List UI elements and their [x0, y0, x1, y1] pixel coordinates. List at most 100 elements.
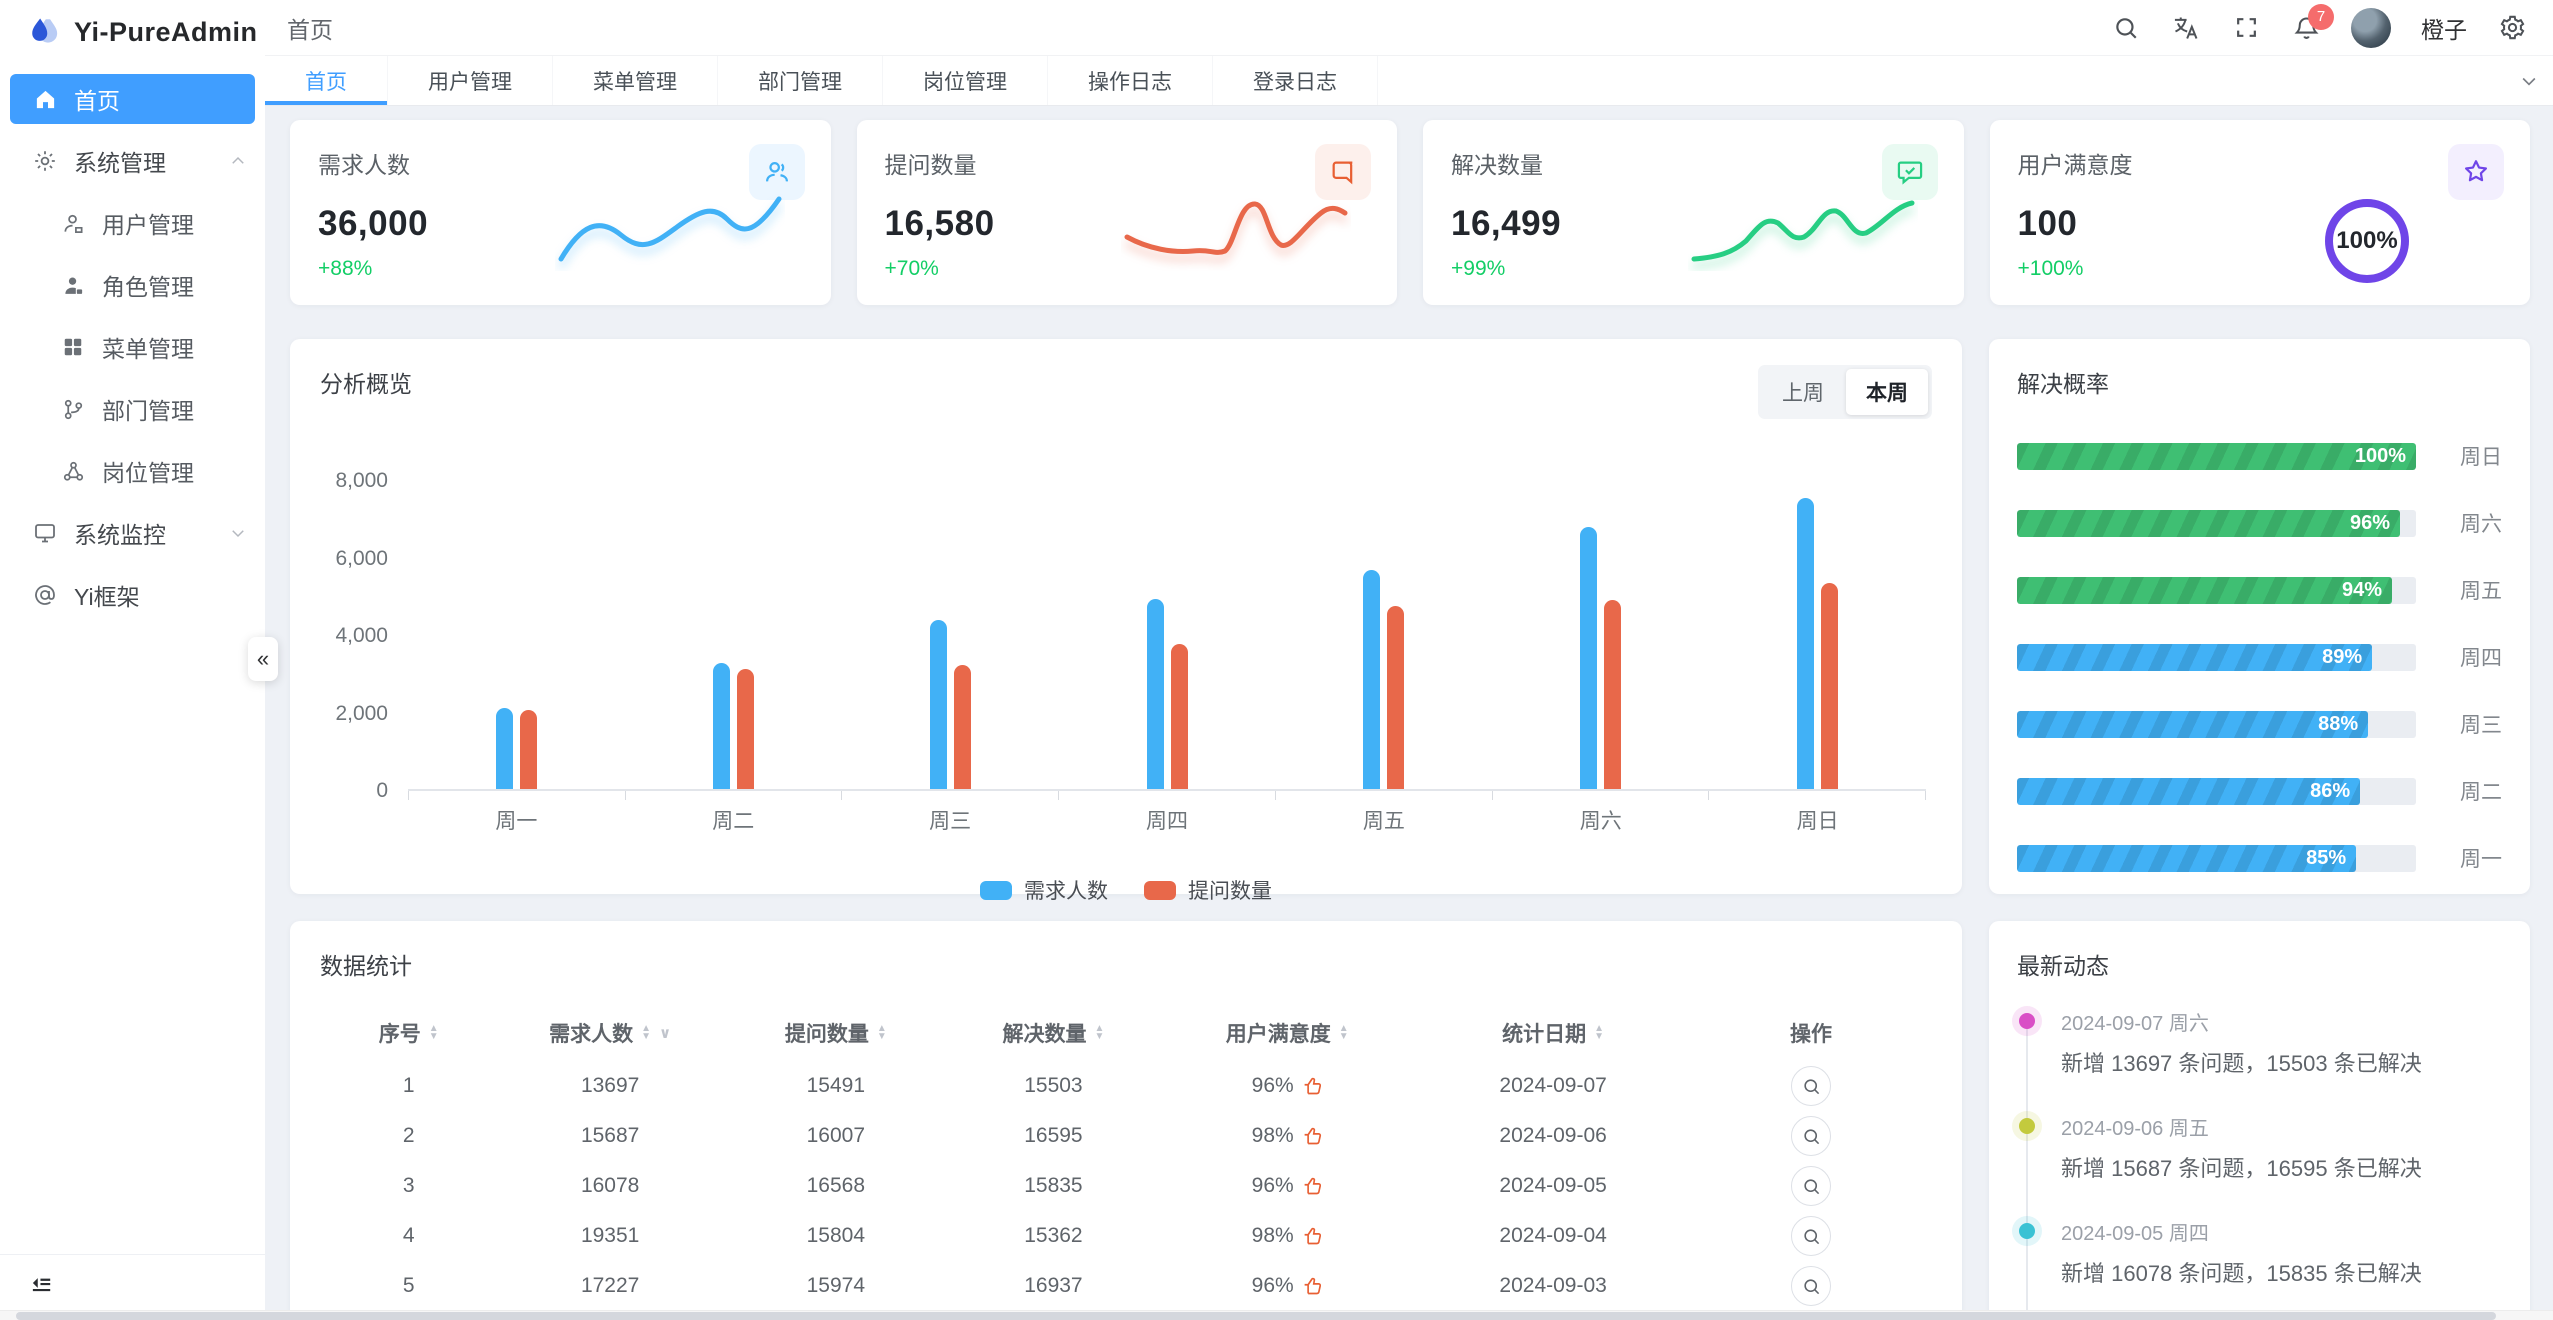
col-operation: 操作: [1790, 1023, 1833, 1046]
legend-demand[interactable]: 需求人数: [980, 875, 1108, 905]
sparkline-questions: [1124, 201, 1348, 255]
app-logo[interactable]: Yi-PureAdmin: [0, 0, 265, 64]
translate-icon[interactable]: [2171, 13, 2201, 43]
col-demand[interactable]: 需求人数 ▲ ▼ ∨: [549, 1023, 672, 1046]
timeline-date: 2024-09-06 周五: [2061, 1118, 2209, 1140]
chat-bubble-icon: [1315, 144, 1371, 200]
progress-bar: 86%: [2017, 777, 2361, 805]
sort-icon: ▲ ▼: [641, 1023, 651, 1042]
sidebar-group-label: 系统监控: [74, 522, 166, 548]
x-label: 周日: [1796, 810, 1839, 833]
progress-bar: 88%: [2017, 710, 2369, 738]
sidebar-item-menu-mgmt[interactable]: 菜单管理: [0, 316, 265, 378]
latest-activity-title: 最新动态: [2017, 953, 2109, 979]
col-solved[interactable]: 解决数量 ▲ ▼: [1002, 1023, 1105, 1046]
col-satisfaction[interactable]: 用户满意度 ▲ ▼: [1225, 1023, 1349, 1046]
overview-title: 分析概览: [320, 371, 412, 397]
tags-bar: 首页 用户管理 菜单管理 部门管理 岗位管理 操作日志 登录日志: [265, 55, 2553, 106]
solve-row: 86% 周二: [2017, 776, 2502, 806]
username[interactable]: 橙子: [2421, 16, 2467, 43]
view-row-button[interactable]: [1791, 1266, 1832, 1306]
chart-legend: 需求人数 提问数量: [320, 875, 1932, 905]
sort-icon: ▲ ▼: [876, 1023, 887, 1042]
tab-menu-mgmt[interactable]: 菜单管理: [553, 56, 718, 105]
timeline-item: 2024-09-05 周四 新增 16078 条问题，15835 条已解决: [2019, 1217, 2502, 1288]
stat-card-questions: 提问数量 16,580 +70%: [856, 120, 1397, 305]
x-label: 周六: [1579, 810, 1622, 833]
this-week-button[interactable]: 本周: [1846, 369, 1928, 415]
sidebar-collapse-handle[interactable]: «: [248, 637, 278, 681]
bar-group: [1059, 481, 1276, 789]
view-row-button[interactable]: [1791, 1166, 1832, 1206]
bar: [953, 665, 971, 789]
col-index[interactable]: 序号 ▲ ▼: [378, 1023, 439, 1046]
stat-value: 36,000: [318, 204, 429, 243]
table-row: 2 15687 16007 16595 98% 2024-09-06: [320, 1111, 1932, 1161]
settings-gear-icon[interactable]: [2497, 13, 2527, 43]
timeline-date: 2024-09-05 周四: [2061, 1223, 2209, 1245]
latest-activity-card: 最新动态 2024-09-07 周六 新增 13697 条问题，15503 条已…: [1989, 921, 2530, 1320]
tab-user-mgmt[interactable]: 用户管理: [388, 56, 553, 105]
avatar[interactable]: [2351, 7, 2391, 48]
bar: [1821, 583, 1839, 789]
sidebar-item-role-mgmt[interactable]: 角色管理: [0, 254, 265, 316]
thumbs-up-icon: [1302, 1176, 1323, 1197]
solve-rate-rows: 100% 周日 96% 周六 94% 周五 89% 周四 88% 周三 86% 周二 85%…: [2017, 441, 2502, 873]
collapse-sidebar-icon[interactable]: [28, 1270, 54, 1296]
col-date[interactable]: 统计日期 ▲ ▼: [1502, 1023, 1605, 1046]
tabs-dropdown-chevron-icon[interactable]: [2519, 56, 2539, 105]
thumbs-up-icon: [1302, 1276, 1323, 1297]
tab-login-log[interactable]: 登录日志: [1213, 56, 1378, 105]
stat-card-satisfaction: 用户满意度 100 +100% 100%: [1989, 120, 2530, 305]
search-icon[interactable]: [2111, 13, 2141, 43]
sidebar-item-home[interactable]: 首页: [10, 74, 255, 124]
sidebar-item-dept-mgmt[interactable]: 部门管理: [0, 378, 265, 440]
solve-row: 100% 周日: [2017, 441, 2502, 471]
header-actions: 7 橙子: [2111, 3, 2527, 48]
sidebar-item-yi-framework[interactable]: Yi框架: [0, 564, 265, 626]
y-tick: 2,000: [335, 701, 388, 725]
timeline-dot: [2019, 1013, 2035, 1029]
bar: [712, 663, 730, 789]
filter-chevron-icon: ∨: [659, 1025, 672, 1042]
tab-post-mgmt[interactable]: 岗位管理: [883, 56, 1048, 105]
stat-delta: +70%: [884, 257, 939, 280]
sidebar-item-system-mgmt[interactable]: 系统管理: [0, 130, 265, 192]
stat-value: 16,580: [884, 204, 995, 243]
bar: [519, 710, 537, 789]
middle-row: 分析概览 上周 本周 8,000 6,000 4,000 2,000 0: [290, 339, 2530, 903]
progress-bar: 85%: [2017, 844, 2357, 872]
sidebar-item-monitor[interactable]: 系统监控: [0, 502, 265, 564]
last-week-button[interactable]: 上周: [1762, 369, 1844, 415]
role-user-icon: [60, 272, 86, 298]
progress-bar: 100%: [2017, 442, 2416, 470]
bell-icon[interactable]: 7: [2291, 3, 2334, 43]
view-row-button[interactable]: [1791, 1116, 1832, 1156]
y-axis: 8,000 6,000 4,000 2,000 0: [320, 469, 388, 802]
y-tick: 4,000: [335, 624, 388, 647]
legend-questions[interactable]: 提问数量: [1144, 875, 1272, 905]
top-header: 首页 7 橙子: [265, 0, 2553, 55]
tab-operation-log[interactable]: 操作日志: [1048, 56, 1213, 105]
stat-title: 需求人数: [318, 152, 410, 178]
col-questions[interactable]: 提问数量 ▲ ▼: [784, 1023, 887, 1046]
table-row: 1 13697 15491 15503 96% 2024-09-07: [320, 1061, 1932, 1111]
overview-bars: [408, 481, 1926, 791]
notification-badge: 7: [2308, 3, 2334, 30]
sidebar-group-label: Yi框架: [74, 584, 140, 610]
stat-delta: +88%: [318, 257, 373, 280]
sidebar-item-post-mgmt[interactable]: 岗位管理: [0, 440, 265, 502]
fullscreen-icon[interactable]: [2231, 13, 2261, 43]
view-row-button[interactable]: [1791, 1216, 1832, 1256]
sidebar-item-label: 菜单管理: [102, 336, 194, 362]
view-row-button[interactable]: [1791, 1066, 1832, 1106]
tab-dept-mgmt[interactable]: 部门管理: [718, 56, 883, 105]
sidebar-item-user-mgmt[interactable]: 用户管理: [0, 192, 265, 254]
x-label: 周二: [712, 810, 755, 833]
scrollbar-thumb[interactable]: [16, 1312, 2496, 1320]
stat-title: 提问数量: [884, 152, 977, 178]
tab-home[interactable]: 首页: [265, 56, 388, 105]
week-toggle: 上周 本周: [1758, 365, 1932, 419]
breadcrumb[interactable]: 首页: [287, 16, 333, 43]
